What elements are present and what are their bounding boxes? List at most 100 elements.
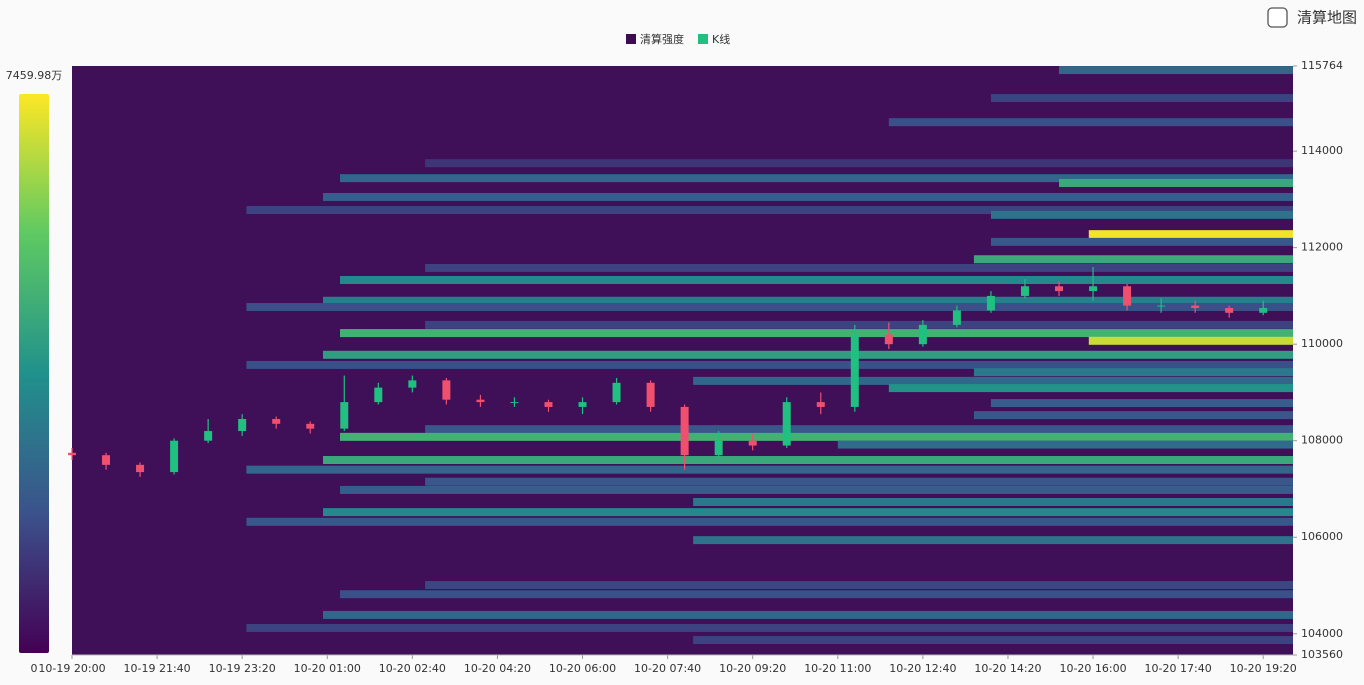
y-tick-label: 112000 <box>1301 241 1343 254</box>
candle-body <box>272 418 281 424</box>
y-tick-label: 110000 <box>1301 337 1343 350</box>
candle-body <box>782 402 791 446</box>
x-tick-label: 10-20 17:40 <box>1145 662 1212 675</box>
candle-body <box>204 431 213 441</box>
y-tick-label: 103560 <box>1301 648 1343 661</box>
heat-band <box>246 465 1293 474</box>
heat-band <box>425 159 1293 168</box>
candle-body <box>374 387 383 403</box>
y-tick-label: 115764 <box>1301 59 1343 72</box>
heat-band <box>693 636 1293 645</box>
heat-band <box>246 360 1293 369</box>
candle-body <box>340 402 349 429</box>
candle-body <box>136 464 145 473</box>
y-tick-label: 106000 <box>1301 530 1343 543</box>
heat-band <box>425 581 1293 590</box>
x-tick-label: 10-20 01:00 <box>294 662 361 675</box>
heat-band <box>340 485 1293 494</box>
heat-band <box>246 517 1293 526</box>
heat-band <box>246 303 1293 312</box>
candle-body <box>1191 305 1200 308</box>
x-tick-label: 10-20 02:40 <box>379 662 446 675</box>
candle-body <box>748 440 757 446</box>
x-tick-label: 10-20 16:00 <box>1059 662 1126 675</box>
candle-body <box>68 452 76 456</box>
heat-band <box>973 255 1293 264</box>
candle-body <box>1225 307 1234 313</box>
toggle-label[interactable]: 清算地图 <box>1297 9 1357 27</box>
heat-band <box>323 296 1293 305</box>
heat-band <box>1059 66 1293 75</box>
heatmap-toggle[interactable]: 清算地图 <box>1267 7 1357 28</box>
candle-body <box>986 295 995 311</box>
heat-band <box>888 118 1293 127</box>
heat-band <box>425 425 1293 434</box>
legend-label: K线 <box>712 32 730 46</box>
candle-body <box>102 455 111 465</box>
candle-body <box>408 380 417 388</box>
heat-band <box>693 536 1293 545</box>
colorbar <box>19 94 49 653</box>
candle-body <box>850 334 859 407</box>
y-tick-label: 104000 <box>1301 627 1343 640</box>
heat-band <box>425 263 1293 272</box>
candle-body <box>1157 305 1166 307</box>
candle-body <box>1123 286 1132 306</box>
x-tick-label: 10-20 07:40 <box>634 662 701 675</box>
candle-body <box>170 440 179 473</box>
heat-band <box>323 350 1293 359</box>
candle-body <box>646 382 655 407</box>
heat-band <box>837 440 1293 449</box>
candle-body <box>680 406 689 456</box>
candle-body <box>578 402 587 407</box>
heat-band <box>888 384 1293 393</box>
heat-band <box>246 623 1293 632</box>
candle-body <box>1259 307 1268 313</box>
heat-band <box>340 174 1293 183</box>
colorbar-max-label: 7459.98万 <box>6 69 63 82</box>
heat-band <box>990 94 1293 103</box>
colorbar-min-label: 0 <box>31 662 38 675</box>
heat-band <box>990 237 1293 246</box>
x-tick-label: 10-20 14:20 <box>974 662 1041 675</box>
heat-band <box>693 498 1293 507</box>
candle-body <box>918 324 927 345</box>
candle-body <box>238 418 247 432</box>
x-tick-label: 10-20 12:40 <box>889 662 956 675</box>
candle-body <box>612 382 621 403</box>
x-tick-label: 10-20 06:00 <box>549 662 616 675</box>
candle-body <box>884 334 893 345</box>
candle-body <box>476 399 485 403</box>
candle-body <box>816 402 825 407</box>
heat-band <box>323 610 1293 619</box>
candle-body <box>544 402 553 407</box>
x-tick-label: 10-19 21:40 <box>124 662 191 675</box>
heat-band <box>340 329 1293 338</box>
candle-body <box>510 402 519 404</box>
candle-body <box>306 423 315 429</box>
candle-body <box>714 440 723 456</box>
heat-band <box>340 590 1293 599</box>
heat-band <box>340 432 1293 441</box>
x-tick-label: 10-20 19:20 <box>1230 662 1297 675</box>
x-tick-label: 10-20 09:20 <box>719 662 786 675</box>
heat-band <box>425 320 1293 329</box>
heat-band <box>1088 230 1293 239</box>
toggle-box[interactable] <box>1267 7 1288 28</box>
heat-band <box>973 368 1293 377</box>
heat-band <box>693 376 1293 385</box>
candle-body <box>1020 286 1029 296</box>
heat-band <box>323 192 1293 201</box>
y-tick-label: 114000 <box>1301 144 1343 157</box>
x-tick-label: 10-20 04:20 <box>464 662 531 675</box>
heat-band <box>340 275 1293 284</box>
heat-band <box>246 206 1293 215</box>
heat-band <box>990 210 1293 219</box>
legend-swatch <box>698 34 708 44</box>
candle-body <box>952 310 961 325</box>
heat-band <box>1088 336 1293 345</box>
x-tick-label: 10-20 11:00 <box>804 662 871 675</box>
legend-label: 清算强度 <box>640 32 684 46</box>
heat-band <box>1059 178 1293 187</box>
